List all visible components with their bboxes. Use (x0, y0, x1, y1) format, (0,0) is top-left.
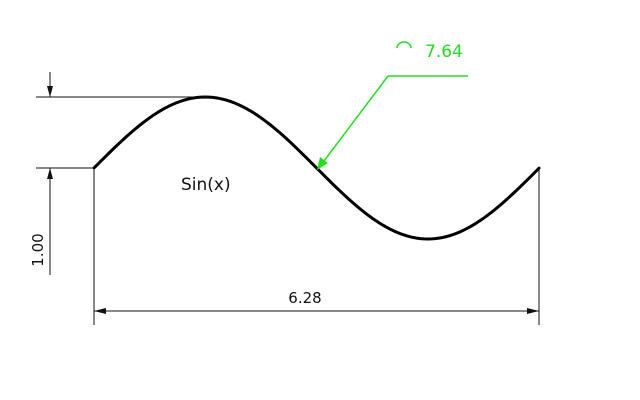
vertical-dimension: 1.00 (29, 72, 53, 275)
arc-length-annotation: 7.64 (317, 41, 468, 170)
vertical-dimension-label: 1.00 (29, 233, 47, 266)
horizontal-dimension-arrow-right (527, 308, 539, 314)
curve-label: Sin(x) (181, 175, 231, 195)
arc-length-leader-diagonal (323, 75, 389, 162)
arc-length-label: 7.64 (425, 42, 463, 62)
horizontal-dimension-label: 6.28 (288, 289, 321, 307)
vertical-dimension-arrow-bottom (47, 168, 53, 179)
horizontal-dimension: 6.28 (94, 289, 539, 314)
arc-length-icon (396, 41, 412, 49)
horizontal-dimension-arrow-left (94, 308, 106, 314)
sine-curve (92, 95, 541, 241)
vertical-dimension-arrow-top (47, 86, 53, 97)
arc-length-leader-arrow (317, 157, 328, 170)
